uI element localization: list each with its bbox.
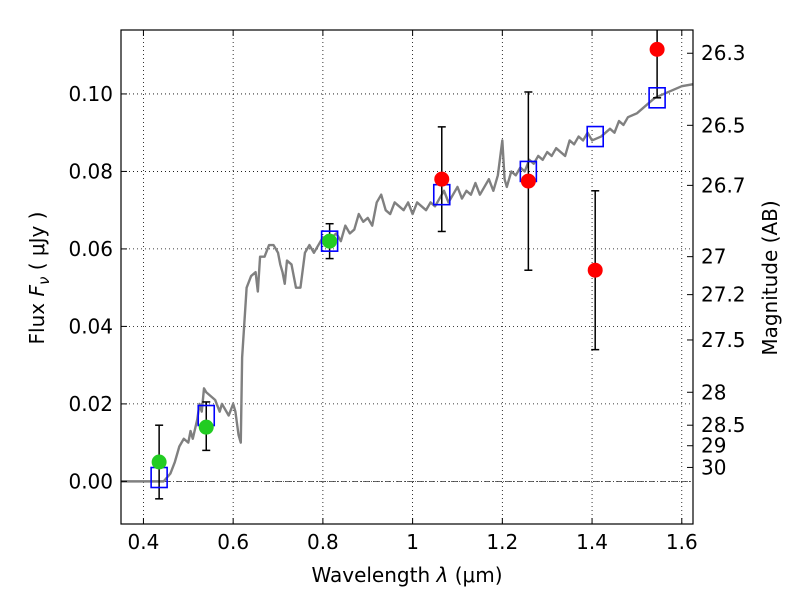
ticks: 0.4 0.6 0.8 1 1.2 1.4 1.6 0.00 0.02 0.04 0.06 0.08 0… (68, 30, 746, 554)
x-tick-label: 1.4 (576, 530, 608, 554)
y-tick-label: 0.04 (68, 314, 113, 338)
model-square (320, 230, 339, 252)
plot-area (121, 30, 693, 500)
green-point (322, 233, 338, 249)
plot-frame (120, 29, 694, 525)
green-point (151, 454, 167, 470)
x-tick-label: 0.4 (128, 530, 160, 554)
right-tick-label: 28 (701, 380, 726, 404)
right-tick-label: 29 (701, 434, 726, 458)
x-tick-label: 0.6 (217, 530, 249, 554)
model-square (648, 87, 666, 109)
y-axis-title: Flux Fν ( μJy ) (25, 212, 53, 345)
right-tick-label: 26.7 (701, 173, 746, 197)
green-point (198, 419, 214, 435)
model-square (586, 125, 604, 148)
red-point (520, 173, 536, 189)
y-tick-label: 0.00 (68, 469, 113, 493)
right-axis-title: Magnitude (AB) (758, 200, 782, 355)
x-tick-label: 1 (406, 530, 419, 554)
red-point (649, 41, 665, 57)
y-tick-label: 0.08 (68, 159, 113, 183)
y-tick-label: 0.06 (68, 237, 113, 261)
spectrum-line (121, 83, 693, 483)
right-tick-label: 27.2 (701, 283, 746, 307)
x-tick-label: 1.6 (666, 530, 698, 554)
right-tick-label: 26.5 (701, 113, 746, 137)
red-point (434, 171, 450, 187)
red-point (587, 262, 603, 278)
right-tick-label: 26.3 (701, 41, 746, 65)
right-tick-label: 27.5 (701, 328, 746, 352)
x-tick-label: 1.2 (486, 530, 518, 554)
y-tick-label: 0.02 (68, 392, 113, 416)
y-tick-label: 0.10 (68, 82, 113, 106)
x-axis-title: Wavelength λ (μm) (311, 563, 502, 587)
right-tick-label: 28.5 (701, 413, 746, 437)
right-tick-label: 27 (701, 245, 726, 269)
x-tick-label: 0.8 (307, 530, 339, 554)
right-tick-label: 30 (701, 455, 726, 479)
